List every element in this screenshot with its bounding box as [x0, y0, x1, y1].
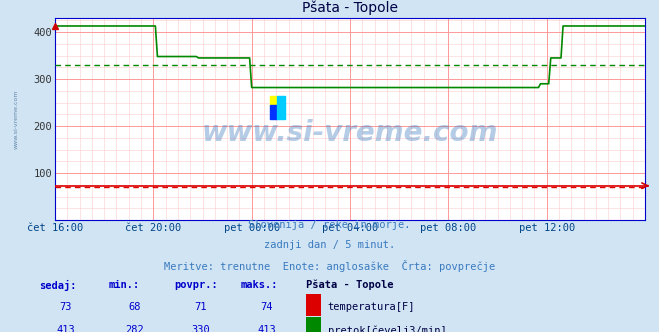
- Text: Meritve: trenutne  Enote: anglosaške  Črta: povprečje: Meritve: trenutne Enote: anglosaške Črta…: [164, 261, 495, 273]
- Bar: [306, 317, 321, 332]
- Text: 74: 74: [261, 302, 273, 312]
- Text: min.:: min.:: [109, 280, 140, 290]
- Text: temperatura[F]: temperatura[F]: [328, 302, 415, 312]
- Text: sedaj:: sedaj:: [40, 280, 77, 290]
- Text: 71: 71: [195, 302, 207, 312]
- Text: Slovenija / reke in morje.: Slovenija / reke in morje.: [248, 220, 411, 230]
- Text: 330: 330: [192, 325, 210, 332]
- Text: 413: 413: [57, 325, 75, 332]
- Text: www.si-vreme.com: www.si-vreme.com: [202, 119, 498, 147]
- Text: 282: 282: [126, 325, 144, 332]
- Text: 73: 73: [60, 302, 72, 312]
- Text: zadnji dan / 5 minut.: zadnji dan / 5 minut.: [264, 240, 395, 250]
- Bar: [306, 294, 321, 316]
- Text: www.si-vreme.com: www.si-vreme.com: [14, 89, 19, 149]
- Text: povpr.:: povpr.:: [175, 280, 218, 290]
- Text: 413: 413: [258, 325, 276, 332]
- Text: maks.:: maks.:: [241, 280, 278, 290]
- Title: Pšata - Topole: Pšata - Topole: [302, 1, 398, 16]
- Text: 68: 68: [129, 302, 141, 312]
- Text: Pšata - Topole: Pšata - Topole: [306, 280, 394, 290]
- Text: pretok[čevelj3/min]: pretok[čevelj3/min]: [328, 325, 446, 332]
